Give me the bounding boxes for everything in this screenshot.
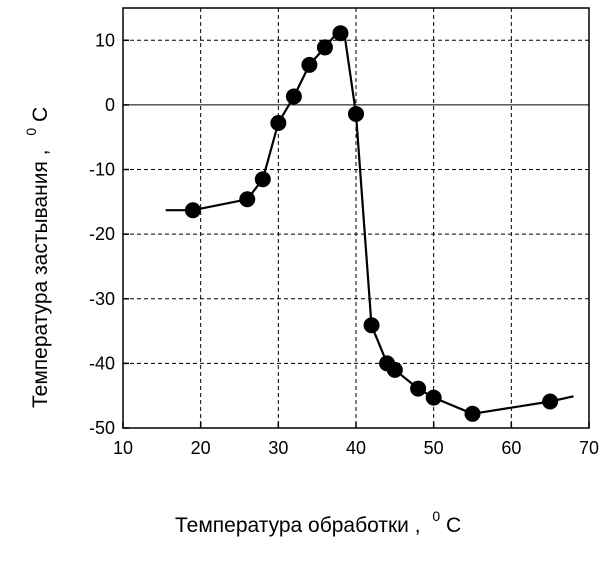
y-tick-label: -20 xyxy=(89,224,115,244)
data-point xyxy=(425,389,442,406)
data-points xyxy=(184,25,559,422)
y-axis-unit: C xyxy=(29,107,52,122)
x-axis-unit: C xyxy=(446,514,461,537)
x-axis-title: Температура обработки , 0 C xyxy=(175,503,461,537)
series-line xyxy=(165,29,574,415)
grid-lines xyxy=(123,8,589,428)
data-point xyxy=(348,105,364,122)
y-axis-label: Температура застывания , xyxy=(29,149,52,408)
data-point xyxy=(239,191,256,208)
data-point xyxy=(332,25,349,42)
y-axis-unit-superscript: 0 xyxy=(23,128,39,136)
axis-ticks: 10 20 30 40 50 60 70 -50 -40 -30 -20 -10 0 10 xyxy=(89,30,599,458)
x-axis-unit-superscript: 0 xyxy=(432,508,440,524)
data-point xyxy=(254,171,271,188)
data-point xyxy=(386,361,403,378)
x-tick-label: 70 xyxy=(579,438,599,458)
x-tick-label: 40 xyxy=(346,438,366,458)
y-tick-label: -40 xyxy=(89,353,115,373)
data-point xyxy=(542,393,559,410)
y-tick-label: -10 xyxy=(89,160,115,180)
data-point xyxy=(184,202,201,219)
x-axis-label: Температура обработки , xyxy=(175,514,421,537)
x-tick-label: 20 xyxy=(191,438,211,458)
data-point xyxy=(464,405,481,422)
x-tick-label: 30 xyxy=(268,438,288,458)
data-point xyxy=(363,317,380,334)
data-point xyxy=(316,39,333,56)
y-tick-label: -50 xyxy=(89,418,115,438)
x-tick-label: 60 xyxy=(501,438,521,458)
y-axis-title: Температура застывания , 0 C xyxy=(18,107,52,408)
data-point xyxy=(301,56,318,73)
y-tick-label: -30 xyxy=(89,289,115,309)
x-tick-label: 10 xyxy=(113,438,133,458)
data-point xyxy=(285,88,302,105)
y-tick-label: 0 xyxy=(105,95,115,115)
y-tick-label: 10 xyxy=(95,30,115,50)
data-point xyxy=(270,115,287,132)
data-point xyxy=(410,380,427,397)
x-tick-label: 50 xyxy=(424,438,444,458)
